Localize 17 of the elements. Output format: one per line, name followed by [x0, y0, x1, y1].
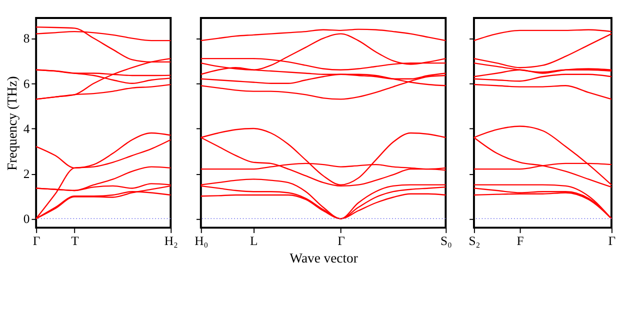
y-tick-label: 0	[23, 212, 30, 226]
y-tick-label: 8	[23, 32, 30, 46]
x-tick-label: T	[71, 234, 80, 248]
x-tick-label: S₀	[440, 234, 452, 248]
x-tick-label: L	[250, 234, 258, 248]
y-tick-label: 4	[23, 122, 30, 136]
x-axis-title: Wave vector	[290, 250, 358, 266]
x-tick-label: Γ	[32, 234, 40, 248]
x-tick-label: F	[516, 234, 524, 248]
x-tick-label: H₀	[194, 234, 208, 248]
y-tick-label: 6	[23, 76, 30, 91]
x-tick-label: Γ	[338, 234, 345, 248]
y-tick-label: 2	[23, 166, 30, 181]
x-tick-label: H₂	[164, 234, 178, 248]
x-tick-label: S₂	[468, 234, 480, 248]
y-axis-title: Frequency (THz)	[4, 76, 20, 170]
x-tick-label: Γ	[608, 234, 616, 248]
